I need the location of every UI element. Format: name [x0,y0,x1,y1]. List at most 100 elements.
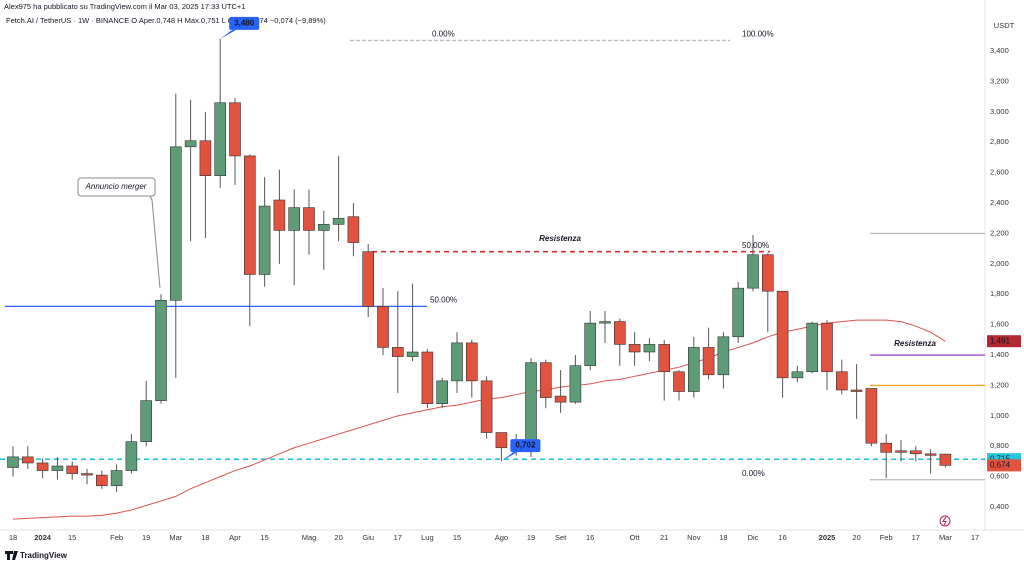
candle-body [480,380,493,433]
annotation-label: 3,480 [234,19,255,28]
candle-body [776,290,789,379]
candle-body [170,146,182,301]
x-tick-label: 17 [971,533,979,542]
price-tag-label: 1,491 [990,336,1011,345]
replay-bolt [942,516,947,526]
replay-icon[interactable] [939,515,951,527]
candle-body [51,465,64,471]
candle-body [717,336,730,376]
y-tick-label: 2,000 [990,259,1009,268]
y-tick-label: 1,400 [990,350,1009,359]
x-tick-label: 19 [527,533,535,542]
callout-box [77,177,156,197]
price-tag [987,335,1021,348]
candle-body [36,462,49,471]
candle-body [66,465,78,474]
candle-body [599,321,611,324]
y-tick-label: 1,800 [990,289,1009,298]
candle-body [391,347,404,357]
annotation-label: 0,702 [515,441,536,450]
x-tick-label: 17 [394,533,402,542]
level-text: Resistenza [894,339,936,348]
candle-body [643,344,656,353]
candle-body [539,362,552,398]
annotation-pointer [501,452,518,462]
x-tick-label: Feb [880,533,893,542]
candle-body [895,450,907,453]
x-tick-label: Giu [362,533,374,542]
candle-body [909,450,922,455]
candle-body [21,456,34,464]
x-tick-label: Apr [229,533,241,542]
candle-body [317,224,330,231]
annotation-box [510,439,541,453]
candle-body [347,216,360,243]
x-tick-label: 2024 [34,533,52,542]
candle-body [258,205,271,275]
price-tag [987,459,1021,472]
level-label: 0.00% [742,469,765,478]
candle-body [525,362,537,447]
moving-average [12,319,946,520]
candle-body [7,456,19,468]
candle-body [155,300,167,401]
level-label: 50.00% [430,296,457,305]
candle-body [244,155,256,275]
y-tick-label: 1,600 [990,320,1009,329]
candle-body [584,322,597,366]
candle-body [303,207,315,231]
x-tick-label: 15 [68,533,76,542]
candle-body [806,322,819,373]
candle-body [229,102,241,157]
y-tick-label: 0,600 [990,472,1009,481]
candle-body [835,371,848,391]
tv-logo [5,551,18,560]
candle-body [288,207,301,231]
level-label: 100.00% [742,30,774,39]
candle-body [732,287,745,338]
y-tick-label: 1,200 [990,380,1009,389]
candle-body [110,470,123,487]
candle-body [702,347,715,376]
publisher: Alex975 ha pubblicato su TradingView.com… [4,2,245,11]
x-tick-label: 20 [852,533,860,542]
x-tick-label: 18 [719,533,727,542]
x-tick-label: 18 [9,533,17,542]
y-tick-label: 2,400 [990,198,1009,207]
level-label: 0.00% [432,30,455,39]
candle-body [613,321,626,345]
x-tick-label: 21 [660,533,668,542]
candle-body [939,453,952,466]
candle-body [421,351,434,404]
x-tick-label: Feb [110,533,123,542]
candle-body [747,254,759,289]
candle-body [569,365,582,403]
x-tick-label: Set [555,533,567,542]
footer-brand: TradingView [20,551,68,560]
y-tick-label: 2,600 [990,168,1009,177]
x-tick-label: 15 [260,533,268,542]
candle-body [214,102,226,176]
x-tick-label: 16 [778,533,786,542]
candle-body [465,342,478,382]
level-text: Resistenza [539,234,581,243]
x-tick-label: 20 [334,533,342,542]
candle-body [761,254,774,292]
candle-body [273,199,286,231]
candle-body [125,441,138,471]
price-tag-label: 0,674 [990,460,1011,469]
annotation-box [229,16,260,30]
candle-body [850,389,863,392]
candle-body [495,432,508,449]
candle-body [791,371,804,379]
callout-text: Annuncio merger [85,182,147,191]
candle-body [96,474,108,487]
candle-body [687,347,700,392]
price-tag-label: 0,715 [990,454,1011,463]
x-tick-label: Mar [939,533,952,542]
x-tick-label: Mag [302,533,317,542]
candle-body [377,306,389,348]
symbol-info: Fetch.AI / TetherUS · 1W · BINANCE O Ape… [6,16,326,25]
candle-body [362,251,375,307]
